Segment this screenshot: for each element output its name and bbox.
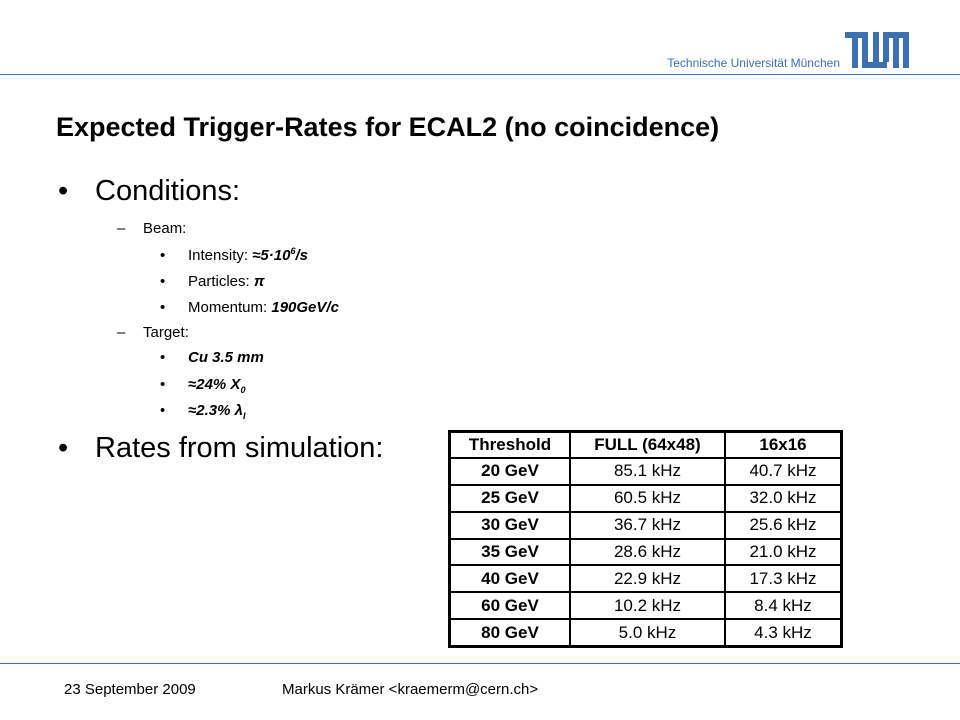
table-row: 25 GeV 60.5 kHz 32.0 kHz bbox=[448, 483, 843, 513]
full-rate-cell: 22.9 kHz bbox=[569, 564, 726, 594]
16x16-rate-cell: 8.4 kHz bbox=[724, 591, 843, 621]
material-item: • Cu 3.5 mm bbox=[160, 349, 264, 366]
threshold-cell: 20 GeV bbox=[448, 457, 571, 486]
table-row: 60 GeV 10.2 kHz 8.4 kHz bbox=[448, 591, 843, 621]
rates-heading: Rates from simulation: bbox=[95, 432, 384, 464]
header-institution: Technische Universität München bbox=[667, 56, 840, 70]
particles-item: • Particles: π bbox=[160, 273, 265, 290]
threshold-cell: 80 GeV bbox=[448, 618, 571, 648]
full-rate-cell: 10.2 kHz bbox=[569, 591, 726, 621]
16x16-rate-cell: 32.0 kHz bbox=[724, 483, 843, 513]
beam-label: Beam: bbox=[143, 220, 187, 237]
column-header: 16x16 bbox=[724, 430, 843, 459]
particles-value: π bbox=[253, 273, 265, 290]
column-header: FULL (64x48) bbox=[569, 430, 726, 459]
table-row: 40 GeV 22.9 kHz 17.3 kHz bbox=[448, 564, 843, 594]
16x16-rate-cell: 25.6 kHz bbox=[724, 510, 843, 540]
interaction-item: • ≈2.3% λI bbox=[160, 402, 246, 421]
footer-rule bbox=[0, 663, 960, 664]
rates-table: Threshold FULL (64x48) 16x16 20 GeV 85.1… bbox=[448, 430, 843, 648]
conditions-bullet: • Conditions: bbox=[58, 175, 241, 207]
slide-title: Expected Trigger-Rates for ECAL2 (no coi… bbox=[56, 112, 720, 142]
threshold-cell: 25 GeV bbox=[448, 483, 571, 513]
16x16-rate-cell: 4.3 kHz bbox=[724, 618, 843, 648]
momentum-item: • Momentum: 190GeV/c bbox=[160, 299, 339, 316]
threshold-cell: 30 GeV bbox=[448, 510, 571, 540]
footer-author: Markus Krämer <kraemerm@cern.ch> bbox=[282, 681, 539, 698]
16x16-rate-cell: 40.7 kHz bbox=[724, 457, 843, 486]
intensity-value: ≈5·106/s bbox=[252, 246, 308, 264]
conditions-heading: Conditions: bbox=[95, 175, 241, 207]
full-rate-cell: 36.7 kHz bbox=[569, 510, 726, 540]
table-row: 35 GeV 28.6 kHz 21.0 kHz bbox=[448, 537, 843, 567]
material-value: Cu 3.5 mm bbox=[188, 349, 264, 366]
table-row: 20 GeV 85.1 kHz 40.7 kHz bbox=[448, 457, 843, 486]
threshold-cell: 35 GeV bbox=[448, 537, 571, 567]
particles-label: Particles: bbox=[188, 273, 254, 290]
beam-item: – Beam: bbox=[117, 220, 187, 237]
16x16-rate-cell: 17.3 kHz bbox=[724, 564, 843, 594]
full-rate-cell: 60.5 kHz bbox=[569, 483, 726, 513]
intensity-label: Intensity: bbox=[188, 247, 253, 264]
full-rate-cell: 5.0 kHz bbox=[569, 618, 726, 648]
header-rule bbox=[0, 74, 960, 75]
threshold-cell: 60 GeV bbox=[448, 591, 571, 621]
radiation-value: ≈24% X0 bbox=[188, 376, 246, 395]
target-item: – Target: bbox=[117, 324, 189, 341]
momentum-label: Momentum: bbox=[188, 299, 272, 316]
footer-date: 23 September 2009 bbox=[64, 681, 196, 698]
table-header-row: Threshold FULL (64x48) 16x16 bbox=[448, 430, 843, 459]
interaction-value: ≈2.3% λI bbox=[188, 402, 246, 421]
target-label: Target: bbox=[143, 324, 189, 341]
full-rate-cell: 28.6 kHz bbox=[569, 537, 726, 567]
intensity-item: • Intensity: ≈5·106/s bbox=[160, 246, 308, 264]
threshold-cell: 40 GeV bbox=[448, 564, 571, 594]
table-row: 30 GeV 36.7 kHz 25.6 kHz bbox=[448, 510, 843, 540]
momentum-value: 190GeV/c bbox=[271, 299, 339, 316]
tum-logo bbox=[845, 32, 909, 68]
table-row: 80 GeV 5.0 kHz 4.3 kHz bbox=[448, 618, 843, 648]
16x16-rate-cell: 21.0 kHz bbox=[724, 537, 843, 567]
rates-bullet: • Rates from simulation: bbox=[58, 432, 384, 464]
column-header: Threshold bbox=[448, 430, 571, 459]
full-rate-cell: 85.1 kHz bbox=[569, 457, 726, 486]
radiation-item: • ≈24% X0 bbox=[160, 376, 246, 395]
